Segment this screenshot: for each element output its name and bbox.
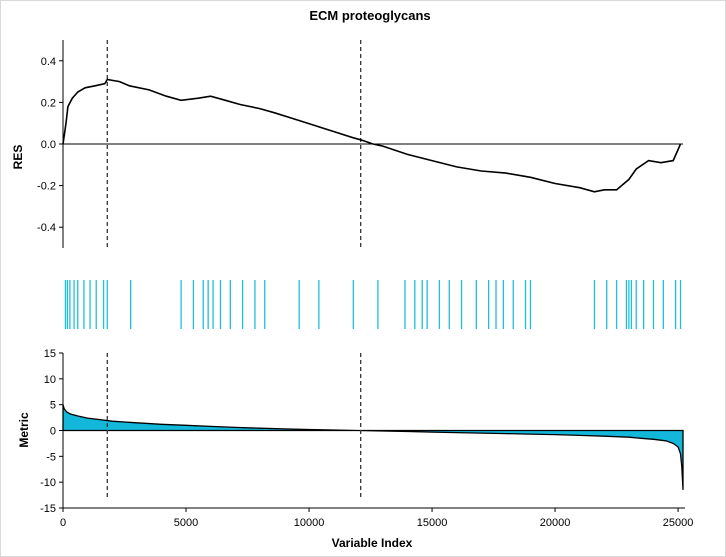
metric-y-tick-label: 0 xyxy=(50,426,56,438)
metric-y-axis-label: Metric xyxy=(17,412,31,448)
chart-title: ECM proteoglycans xyxy=(309,8,430,23)
x-tick-label: 10000 xyxy=(294,517,325,529)
res-y-tick-label: 0.4 xyxy=(41,56,56,68)
running-enrichment-score-line xyxy=(62,78,682,193)
res-y-tick-label: -0.4 xyxy=(37,222,56,234)
metric-y-tick-label: 10 xyxy=(44,374,56,386)
x-tick-label: 20000 xyxy=(540,517,571,529)
x-tick-label: 25000 xyxy=(663,517,694,529)
x-tick-label: 5000 xyxy=(174,517,198,529)
metric-dashed-lines xyxy=(106,353,362,500)
x-axis-label: Variable Index xyxy=(332,536,413,550)
res-y-tick-label: -0.2 xyxy=(37,181,56,193)
res-y-tick-label: 0.2 xyxy=(41,97,56,109)
res-y-axis-label: RES xyxy=(11,145,25,170)
res-panel: RES 0.4 0.2 0.0 -0.2 -0.4 xyxy=(11,40,683,248)
metric-y-tick-label: -5 xyxy=(46,451,56,463)
x-tick-label: 15000 xyxy=(417,517,448,529)
x-tick-label: 0 xyxy=(60,517,66,529)
metric-area xyxy=(62,404,684,490)
gene-hit-rug xyxy=(64,280,682,329)
metric-panel: Metric Variable Index 15 10 5 0 -5 -10 -15 0 50… xyxy=(17,348,693,550)
metric-y-tick-label: -15 xyxy=(40,503,56,515)
res-y-ticks: 0.4 0.2 0.0 -0.2 -0.4 xyxy=(37,56,63,234)
metric-y-ticks: 15 10 5 0 -5 -10 -15 xyxy=(40,348,63,515)
metric-y-tick-label: 15 xyxy=(44,348,56,360)
metric-y-tick-label: -10 xyxy=(40,477,56,489)
res-y-tick-label: 0.0 xyxy=(41,139,56,151)
metric-y-tick-label: 5 xyxy=(50,400,56,412)
metric-x-ticks: 0 5000 10000 15000 20000 25000 xyxy=(60,508,693,529)
